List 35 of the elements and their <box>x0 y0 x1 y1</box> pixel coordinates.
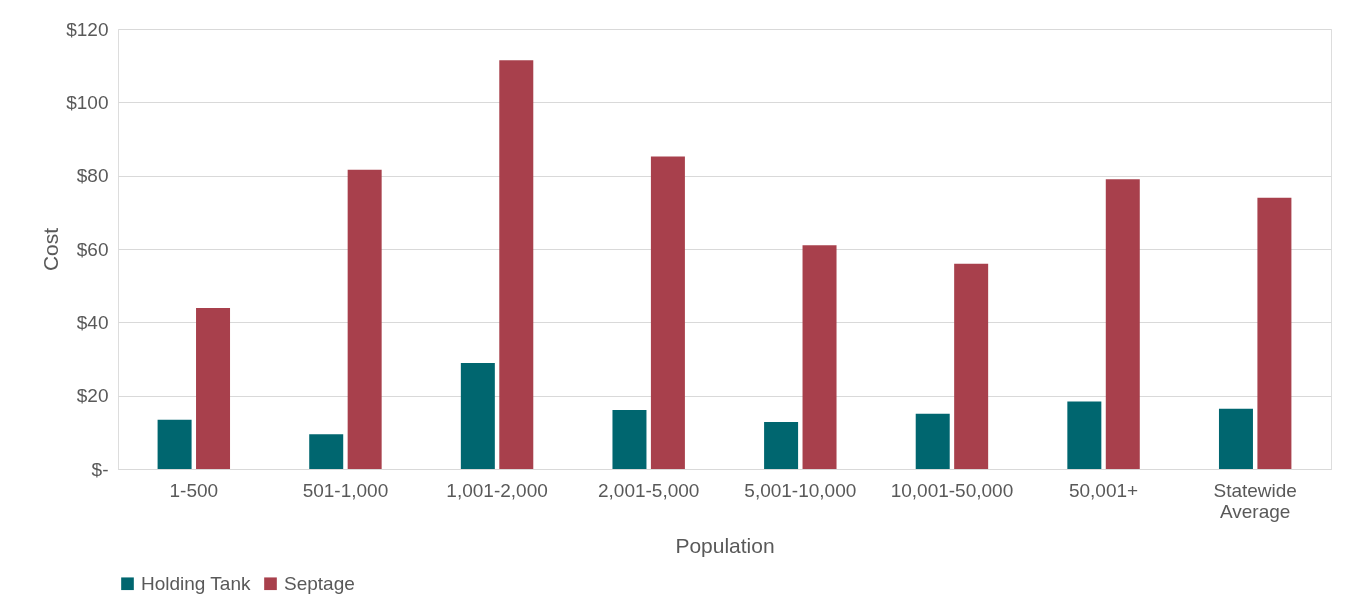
bar <box>915 413 950 469</box>
x-axis-title: Population <box>675 533 775 557</box>
x-tick-label: 5,001-10,000 <box>744 479 857 501</box>
bar <box>1257 197 1292 469</box>
x-tick-label: 10,001-50,000 <box>890 479 1014 501</box>
bar <box>347 169 382 469</box>
bar <box>157 419 192 469</box>
legend-label: Septage <box>284 572 355 594</box>
y-tick-label: $80 <box>76 165 109 187</box>
y-axis-title: Cost <box>39 227 63 272</box>
x-tick-label: 1-500 <box>169 479 219 501</box>
bar <box>499 60 534 469</box>
legend-label: Holding Tank <box>141 572 251 594</box>
y-tick-label: $40 <box>76 311 109 333</box>
x-tick-label: 50,001+ <box>1068 479 1139 501</box>
y-tick-label: $60 <box>76 238 109 260</box>
bar <box>1218 408 1253 469</box>
bar <box>650 156 685 469</box>
y-tick-label: $20 <box>76 385 109 407</box>
y-tick-label: $120 <box>66 18 109 40</box>
y-tick-label: $- <box>91 458 109 480</box>
bar <box>802 245 837 469</box>
y-tick-label: $100 <box>66 91 109 113</box>
x-tick-label: 2,001-5,000 <box>597 479 700 501</box>
bar <box>954 263 989 469</box>
x-tick-label: 501-1,000 <box>302 479 389 501</box>
bar <box>196 308 231 469</box>
bar <box>612 409 647 469</box>
x-tick-label: Statewide Average <box>1213 479 1297 522</box>
bar <box>1105 179 1140 469</box>
bar <box>460 363 495 469</box>
bar <box>1067 401 1102 469</box>
x-tick-label: 1,001-2,000 <box>446 479 548 501</box>
bar <box>764 422 799 469</box>
bar <box>309 434 344 469</box>
